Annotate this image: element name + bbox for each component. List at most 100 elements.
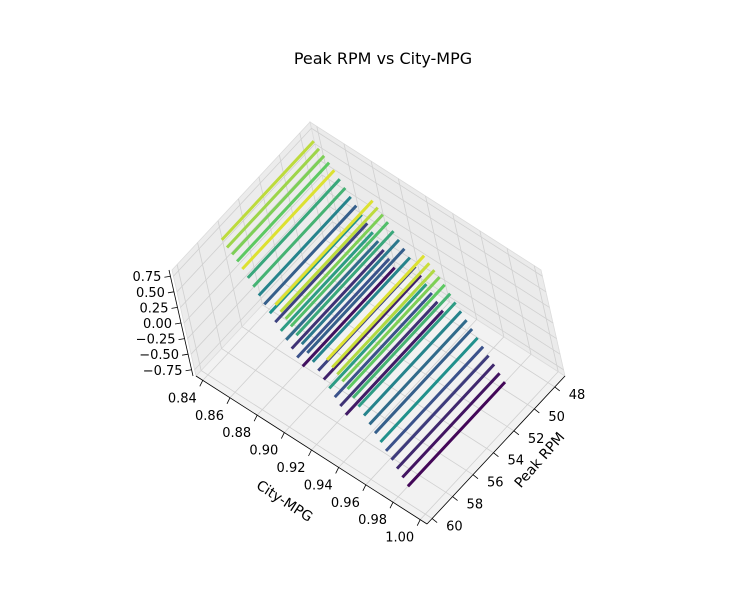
y-tick-mark	[335, 467, 340, 474]
series-line-14	[296, 257, 391, 359]
y-tick-mark	[362, 484, 367, 492]
z-tick-mark	[178, 338, 185, 340]
z-tick-label: −0.50	[139, 348, 179, 363]
grid-line	[187, 190, 326, 339]
chart-title: Peak RPM vs City-MPG	[294, 49, 472, 68]
series-line-41	[384, 345, 485, 452]
series-line-3	[236, 161, 331, 263]
x-tick-mark	[554, 386, 561, 392]
y-tick-label: 0.92	[277, 461, 306, 476]
z-tick-label: 0.00	[143, 317, 172, 332]
grid-line	[202, 232, 342, 381]
z-tick-label: −0.25	[136, 333, 176, 348]
grid-line	[321, 174, 554, 324]
grid-line	[365, 336, 505, 486]
y-tick-mark	[226, 397, 231, 404]
y-tick-mark	[308, 449, 312, 457]
series-line-32	[336, 269, 436, 376]
z-tick-label: 0.50	[136, 286, 165, 301]
grid-line	[325, 190, 557, 339]
series-line-23	[311, 256, 411, 363]
z-tick-mark	[164, 275, 171, 278]
z-tick-mark	[167, 291, 175, 294]
x-tick-mark	[493, 452, 499, 458]
x-tick-label: 58	[467, 498, 484, 513]
series-line-20	[295, 230, 395, 337]
series-line-13	[290, 248, 385, 350]
z-axis: 0.750.500.250.00−0.25−0.50−0.75	[132, 269, 194, 379]
y-tick-label: 0.94	[304, 478, 333, 493]
x-tick-mark	[513, 430, 520, 436]
series-line-45	[406, 381, 507, 488]
series-lines	[220, 140, 507, 488]
z-tick-label: 0.25	[140, 301, 169, 316]
y-tick-mark	[416, 519, 421, 526]
grid-line	[180, 159, 319, 308]
y-tick-label: 0.98	[358, 513, 387, 528]
grid-line	[194, 221, 333, 371]
series-line-31	[331, 262, 431, 369]
x-tick-mark	[534, 408, 540, 414]
series-line-21	[300, 238, 401, 346]
y-tick-label: 1.00	[385, 531, 414, 546]
series-line-4	[241, 169, 336, 271]
z-tick-label: 0.75	[132, 270, 161, 285]
x-tick-label: 56	[487, 476, 504, 491]
y-tick-mark	[199, 380, 204, 387]
y-axis: 0.84 0.86 0.88 0.90 0.92 0.94 0.96 0.98 1.00	[168, 375, 428, 546]
series-line-35	[351, 292, 452, 399]
x-tick-mark	[452, 496, 458, 501]
series-line-30	[325, 254, 426, 361]
series-line-6	[252, 186, 347, 288]
series-line-33	[341, 276, 441, 383]
series-line-1	[225, 147, 321, 249]
grid-line	[229, 249, 369, 399]
x-tick-label: 54	[507, 454, 524, 469]
x-tick-label: 50	[548, 410, 565, 425]
x-tick-label: 52	[528, 432, 545, 447]
series-line-43	[395, 363, 496, 470]
grid-line	[173, 127, 312, 277]
z-tick-mark	[185, 369, 192, 372]
z-tick-mark	[171, 307, 178, 309]
series-line-40	[379, 336, 479, 444]
series-line-15	[301, 266, 396, 368]
grid-line	[419, 371, 559, 520]
y-tick-mark	[253, 414, 258, 422]
grid-line	[183, 174, 323, 324]
series-line-36	[357, 301, 457, 408]
grid-line	[314, 143, 547, 293]
series-line-28	[339, 300, 439, 408]
y-tick-label: 0.88	[222, 426, 251, 441]
grid-line	[311, 127, 543, 277]
series-line-7	[257, 195, 352, 297]
series-line-39	[373, 327, 474, 435]
x-axis-line	[426, 375, 566, 525]
grid-line	[318, 159, 550, 308]
y-tick-label: 0.84	[168, 391, 197, 406]
series-line-16	[274, 199, 374, 306]
series-line-5	[246, 178, 341, 279]
y-tick-mark	[389, 502, 394, 509]
x-tick-mark	[472, 474, 479, 479]
grid-line	[338, 319, 477, 468]
grid-line	[176, 143, 316, 293]
series-line-42	[390, 354, 490, 461]
series-line-22	[306, 247, 406, 354]
y-tick-label: 0.86	[195, 409, 224, 424]
series-line-10	[274, 222, 369, 324]
z-tick-mark	[181, 353, 189, 356]
x-tick-label: 60	[446, 520, 463, 535]
y-tick-label: 0.96	[331, 496, 360, 511]
x-tick-mark	[431, 518, 438, 523]
series-line-38	[368, 319, 468, 426]
series-line-18	[284, 213, 384, 320]
series-line-2	[231, 154, 326, 256]
series-line-26	[328, 283, 428, 390]
series-line-11	[279, 231, 374, 332]
series-line-34	[346, 283, 446, 391]
z-tick-mark	[174, 322, 182, 325]
series-line-27	[333, 291, 433, 399]
